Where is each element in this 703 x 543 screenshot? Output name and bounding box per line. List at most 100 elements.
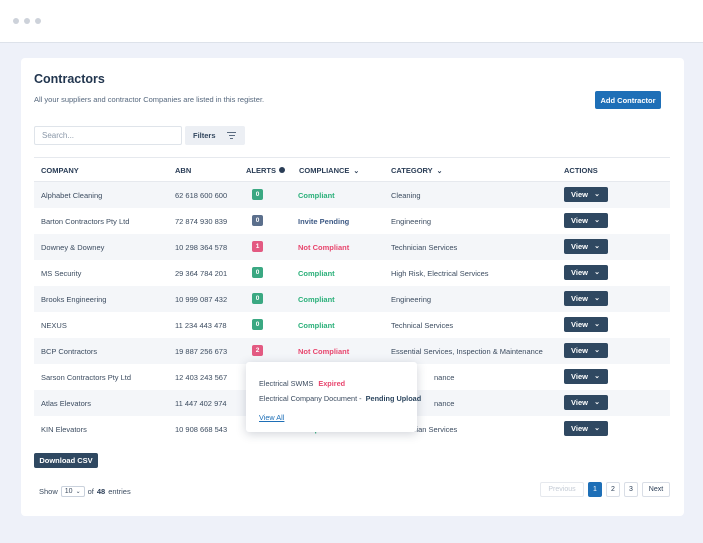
filters-button[interactable]: Filters — [185, 126, 245, 145]
alerts-badge[interactable]: 0 — [252, 319, 263, 330]
download-csv-button[interactable]: Download CSV — [34, 453, 98, 468]
category-value: Technician Services — [391, 425, 458, 434]
page-2-button[interactable]: 2 — [606, 482, 620, 497]
compliance-status: Not Compliant — [298, 243, 350, 252]
table-row: BCP Contractors 19 887 256 673 2 Not Compli… — [34, 338, 670, 364]
header-compliance-label: COMPLIANCE — [299, 166, 350, 175]
show-label: Show — [39, 487, 58, 496]
abn-value: 10 298 364 578 — [175, 243, 228, 252]
filter-icon — [227, 132, 236, 139]
company-name: KIN Elevators — [41, 425, 87, 434]
abn-value: 19 887 256 673 — [175, 347, 228, 356]
view-button[interactable]: View ⌄ — [564, 317, 608, 332]
view-button-label: View — [571, 216, 588, 225]
view-button-label: View — [571, 346, 588, 355]
company-name: Downey & Downey — [41, 243, 105, 252]
alerts-badge[interactable]: 0 — [252, 267, 263, 278]
category-value: nance — [434, 399, 455, 408]
abn-value: 62 618 600 600 — [175, 191, 228, 200]
abn-value: 11 447 402 974 — [175, 399, 227, 408]
table-row: Sarson Contractors Pty Ltd 12 403 243 567… — [34, 364, 670, 390]
view-button-label: View — [571, 294, 588, 303]
add-contractor-button[interactable]: Add Contractor — [595, 91, 661, 109]
alerts-badge[interactable]: 1 — [252, 241, 263, 252]
view-all-link[interactable]: View All — [259, 413, 285, 422]
entries-label: entries — [108, 487, 131, 496]
compliance-status: Compliant — [298, 295, 335, 304]
category-value: nance — [434, 373, 455, 382]
view-button-label: View — [571, 320, 588, 329]
view-button[interactable]: View ⌄ — [564, 343, 608, 358]
alerts-badge[interactable]: 0 — [252, 189, 263, 200]
company-name: Barton Contractors Pty Ltd — [41, 217, 130, 226]
popover-alert-text: Electrical SWMS — [259, 379, 314, 388]
compliance-status: Invite Pending — [298, 217, 350, 226]
filters-label: Filters — [193, 131, 216, 140]
chevron-down-icon: ⌄ — [594, 373, 600, 380]
view-button[interactable]: View ⌄ — [564, 421, 608, 436]
window-dot-icon — [24, 18, 30, 24]
category-value: Technical Services — [391, 321, 454, 330]
page-subtitle: All your suppliers and contractor Compan… — [34, 95, 265, 104]
page-size-select[interactable]: 10 ⌄ — [60, 486, 85, 497]
alerts-badge[interactable]: 2 — [252, 345, 263, 356]
view-button[interactable]: View ⌄ — [564, 213, 608, 228]
compliance-status: Compliant — [298, 191, 335, 200]
alerts-badge[interactable]: 0 — [252, 293, 263, 304]
popover-alert-text: Electrical Company Document - — [259, 394, 362, 403]
contractors-card: Contractors All your suppliers and contr… — [21, 58, 684, 516]
category-value: Engineering — [391, 295, 432, 304]
view-button-label: View — [571, 398, 588, 407]
alerts-badge[interactable]: 0 — [252, 215, 263, 226]
chevron-down-icon: ⌄ — [594, 269, 600, 276]
header-alerts: ALERTS — [246, 166, 285, 175]
table-row: Alphabet Cleaning 62 618 600 600 0 Complian… — [34, 182, 670, 208]
compliance-status: Compliant — [298, 321, 335, 330]
company-name: Atlas Elevators — [41, 399, 92, 408]
abn-value: 10 999 087 432 — [175, 295, 228, 304]
abn-value: 10 908 668 543 — [175, 425, 228, 434]
window-title-bar — [0, 0, 703, 43]
table-row: Brooks Engineering 10 999 087 432 0 Complia… — [34, 286, 670, 312]
view-button[interactable]: View ⌄ — [564, 395, 608, 410]
abn-value: 11 234 443 478 — [175, 321, 227, 330]
info-icon[interactable] — [279, 167, 285, 174]
window-dot-icon — [13, 18, 19, 24]
table-row: NEXUS 11 234 443 478 0 Compliant Technical S… — [34, 312, 670, 338]
chevron-down-icon: ⌄ — [594, 295, 600, 302]
company-name: Brooks Engineering — [41, 295, 107, 304]
category-value: Essential Services, Inspection & Mainten… — [391, 347, 543, 356]
page-3-button[interactable]: 3 — [624, 482, 638, 497]
header-company: COMPANY — [41, 166, 79, 175]
compliance-status: Compliant — [298, 269, 335, 278]
header-compliance[interactable]: COMPLIANCE ⌄ — [299, 166, 359, 175]
header-category[interactable]: CATEGORY ⌄ — [391, 166, 443, 175]
entries-info: Show 10 ⌄ of 48 entries — [39, 486, 131, 497]
view-button[interactable]: View ⌄ — [564, 239, 608, 254]
search-input[interactable]: Search... — [34, 126, 182, 145]
category-value: Cleaning — [391, 191, 421, 200]
category-value: Technician Services — [391, 243, 458, 252]
total-entries: 48 — [96, 487, 106, 496]
chevron-down-icon: ⌄ — [594, 217, 600, 224]
page-size-value: 10 — [64, 488, 73, 495]
view-button[interactable]: View ⌄ — [564, 291, 608, 306]
company-name: Alphabet Cleaning — [41, 191, 103, 200]
next-page-button[interactable]: Next — [642, 482, 670, 497]
table-row: Downey & Downey 10 298 364 578 1 Not Compli… — [34, 234, 670, 260]
chevron-down-icon: ⌄ — [594, 425, 600, 432]
chevron-down-icon: ⌄ — [75, 489, 81, 495]
view-button[interactable]: View ⌄ — [564, 369, 608, 384]
chevron-down-icon: ⌄ — [594, 243, 600, 250]
page-title: Contractors — [34, 72, 105, 86]
abn-value: 72 874 930 839 — [175, 217, 228, 226]
page-1-button[interactable]: 1 — [588, 482, 602, 497]
company-name: BCP Contractors — [41, 347, 98, 356]
view-button[interactable]: View ⌄ — [564, 187, 608, 202]
view-button[interactable]: View ⌄ — [564, 265, 608, 280]
alerts-popover: Electrical SWMS Expired Electrical Compa… — [246, 362, 421, 432]
table-row: Barton Contractors Pty Ltd 72 874 930 839… — [34, 208, 670, 234]
category-value: High Risk, Electrical Services — [391, 269, 489, 278]
previous-page-button[interactable]: Previous — [540, 482, 584, 497]
view-button-label: View — [571, 190, 588, 199]
